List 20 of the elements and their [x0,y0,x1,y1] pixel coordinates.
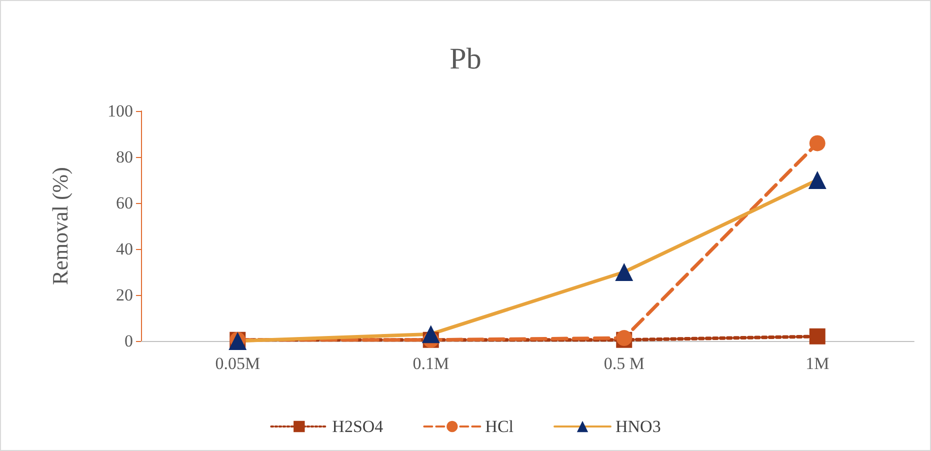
y-tick-label: 0 [124,332,133,350]
point [422,325,440,344]
y-tick-label: 100 [108,102,133,120]
x-tick-label: 0.05M [215,354,260,373]
y-tick-label: 20 [116,286,133,304]
chart-title: Pb [450,42,482,76]
legend-label: H2SO4 [332,417,384,436]
y-axis-title: Removal (%) [48,167,72,285]
x-tick-label: 1M [806,354,830,373]
y-tick-label: 40 [116,240,133,258]
point [615,263,634,281]
point [809,328,826,344]
x-tick-label: 0.5 M [604,354,644,373]
point [809,135,826,152]
y-tick-label: 80 [116,148,133,166]
y-tick-label: 60 [116,194,133,212]
legend-label: HNO3 [616,417,661,436]
legend-label: HCl [485,417,514,436]
point [808,171,826,189]
x-tick-label: 0.1M [412,354,450,373]
